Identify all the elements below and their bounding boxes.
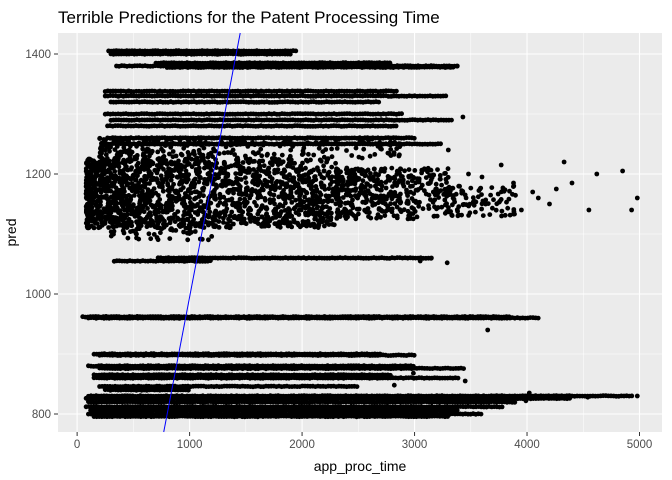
- data-point: [240, 160, 246, 165]
- data-point: [455, 375, 461, 381]
- data-point: [298, 174, 303, 180]
- data-point: [151, 186, 157, 192]
- data-point: [411, 352, 417, 358]
- data-point: [535, 315, 541, 321]
- data-point: [233, 171, 239, 177]
- data-point: [171, 181, 177, 187]
- data-point: [499, 404, 505, 410]
- data-point: [98, 173, 104, 178]
- data-point: [272, 206, 278, 212]
- data-point: [461, 366, 466, 371]
- data-point: [321, 168, 327, 174]
- data-point: [629, 393, 635, 399]
- data-points: [80, 48, 640, 420]
- data-point: [478, 411, 484, 417]
- data-point: [255, 193, 261, 199]
- data-point: [251, 167, 256, 172]
- data-point: [449, 117, 454, 123]
- data-point: [181, 213, 187, 218]
- data-point: [443, 93, 449, 99]
- data-point: [208, 258, 213, 264]
- data-point: [298, 207, 304, 213]
- data-point: [186, 387, 191, 393]
- data-point: [287, 51, 293, 57]
- data-point: [293, 48, 299, 54]
- data-point: [167, 160, 173, 166]
- data-point: [393, 123, 399, 129]
- data-point: [376, 99, 382, 105]
- data-point: [271, 192, 277, 198]
- data-point: [394, 88, 399, 94]
- data-point: [411, 135, 417, 141]
- data-point: [329, 164, 335, 170]
- data-point: [252, 158, 257, 164]
- data-point: [438, 141, 443, 147]
- data-point: [290, 165, 296, 171]
- data-point: [326, 186, 332, 192]
- data-point: [445, 414, 450, 419]
- data-point: [450, 64, 456, 70]
- data-point: [189, 164, 195, 170]
- data-point: [217, 191, 223, 197]
- data-point: [283, 200, 288, 206]
- data-point: [399, 111, 404, 117]
- data-point: [321, 163, 326, 169]
- data-point: [243, 175, 248, 181]
- data-point: [135, 173, 140, 179]
- data-point: [354, 384, 360, 389]
- data-point: [313, 184, 319, 189]
- data-point: [118, 217, 124, 222]
- data-point: [168, 177, 174, 183]
- data-point: [260, 187, 266, 193]
- data-point: [333, 160, 338, 166]
- data-point: [330, 222, 336, 227]
- data-point: [91, 225, 97, 231]
